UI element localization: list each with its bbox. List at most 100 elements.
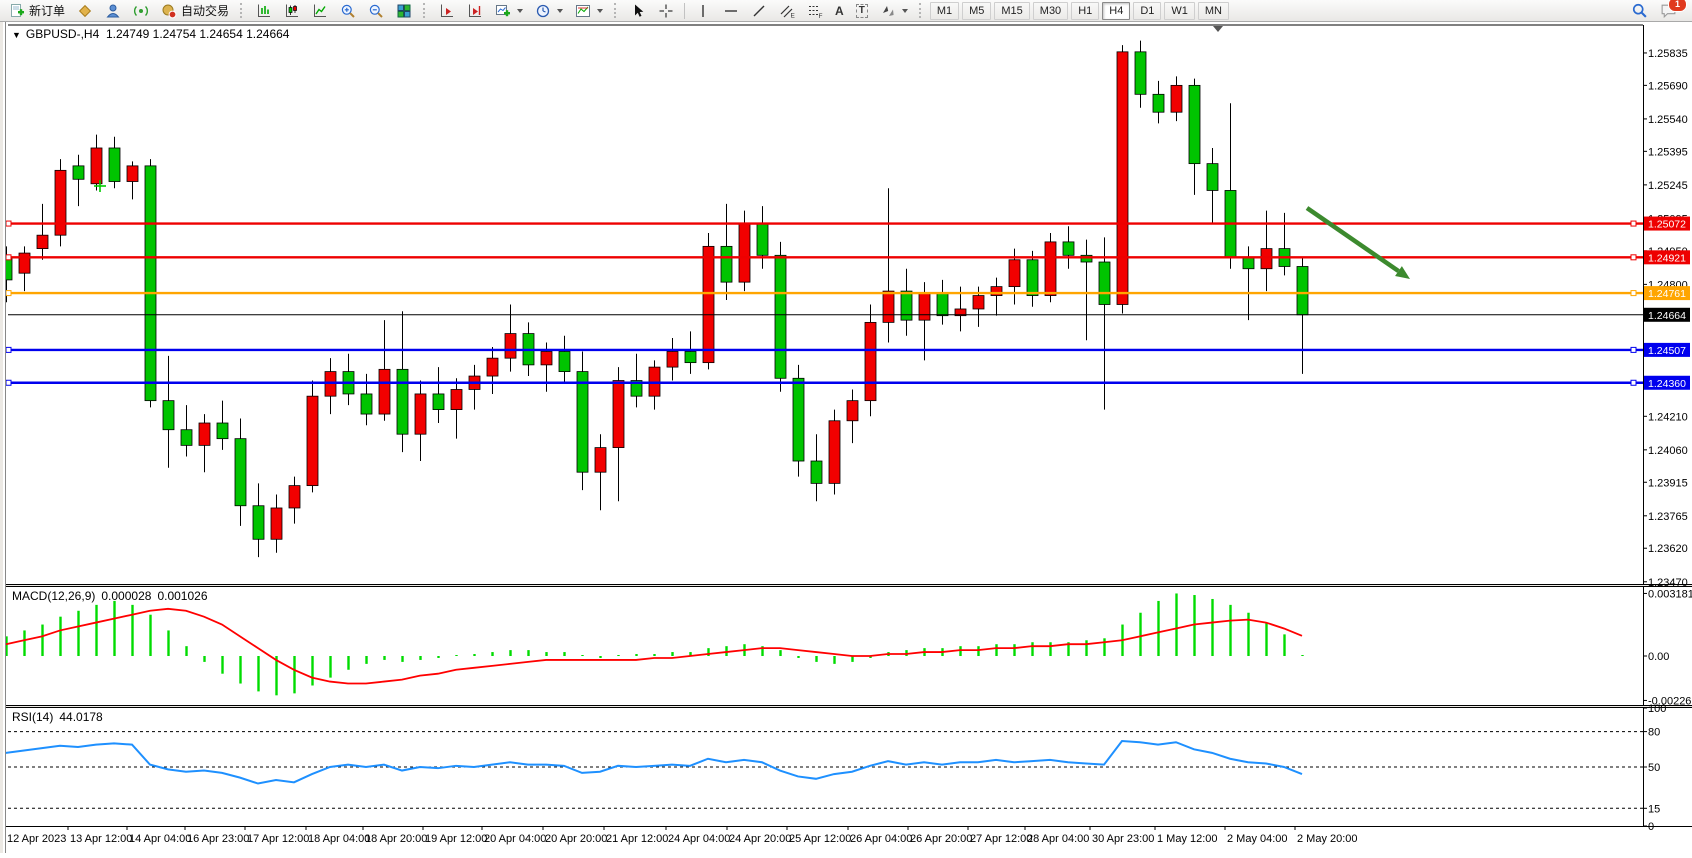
horizontal-line-tool[interactable] [718, 0, 744, 22]
toolbar-grip[interactable] [423, 3, 428, 18]
svg-text:E: E [791, 12, 796, 19]
tile-windows-button[interactable] [391, 0, 417, 22]
tab-timeframe-mn[interactable]: MN [1197, 1, 1229, 20]
time-axis-label: 26 Apr 20:00 [910, 833, 972, 845]
chevron-down-icon [517, 8, 524, 13]
chart-shift-marker[interactable] [1213, 26, 1223, 32]
svg-text:1.23470: 1.23470 [1648, 577, 1688, 589]
svg-text:80: 80 [1648, 727, 1660, 739]
crosshair-tool-button[interactable] [653, 0, 679, 22]
macd-signal-value: 0.001026 [157, 589, 208, 603]
tab-timeframe-m1[interactable]: M1 [929, 1, 960, 20]
svg-text:1.23765: 1.23765 [1648, 511, 1688, 523]
new-chart-dropdown[interactable] [490, 0, 528, 22]
line-chart-button[interactable] [307, 0, 333, 22]
toolbar-grip[interactable] [240, 3, 245, 18]
rsi-name: RSI(14) [12, 710, 54, 724]
autotrading-button[interactable]: 自动交易 [156, 0, 234, 22]
clock-icon [536, 4, 550, 17]
time-axis-label: 18 Apr 20:00 [365, 833, 427, 845]
price-tag [1644, 250, 1690, 265]
new-order-icon [11, 3, 24, 17]
zoom-out-icon [369, 4, 383, 18]
toolbar-grip[interactable] [614, 3, 619, 18]
autoscroll-button[interactable] [434, 0, 460, 22]
price-tag [1644, 375, 1690, 390]
search-button[interactable] [1626, 0, 1653, 22]
fibonacci-tool[interactable]: F [802, 0, 828, 22]
tab-timeframe-m30[interactable]: M30 [1032, 1, 1069, 20]
profiles-dropdown[interactable] [530, 0, 568, 22]
pane-separator[interactable] [0, 705, 1692, 708]
time-axis-label: 13 Apr 12:00 [70, 833, 132, 845]
candlestick-chart-button[interactable] [279, 0, 305, 22]
tab-timeframe-d1[interactable]: D1 [1133, 1, 1162, 20]
bar-chart-button[interactable] [251, 0, 277, 22]
time-axis-label: 2 May 20:00 [1297, 833, 1358, 845]
notification-badge: 1 [1668, 0, 1687, 12]
svg-text:1.24921: 1.24921 [1648, 252, 1686, 264]
autotrading-label: 自动交易 [181, 4, 230, 18]
autotrading-icon [162, 4, 177, 18]
candlestick-series[interactable] [0, 40, 1309, 558]
macd-name: MACD(12,26,9) [12, 589, 96, 603]
text-label-tool[interactable]: T [851, 0, 873, 22]
svg-text:50: 50 [1648, 762, 1660, 774]
toolbar-grip[interactable] [918, 3, 924, 18]
time-axis-label: 24 Apr 20:00 [729, 833, 791, 845]
equidistant-channel-tool[interactable]: E [774, 0, 800, 22]
svg-text:1.24060: 1.24060 [1648, 445, 1688, 457]
chart-ohlc-values: 1.24749 1.24754 1.24654 1.24664 [105, 27, 290, 41]
tab-timeframe-w1[interactable]: W1 [1164, 1, 1195, 20]
tab-timeframe-m15[interactable]: M15 [994, 1, 1030, 20]
svg-text:1.24360: 1.24360 [1648, 378, 1686, 390]
tab-timeframe-h4[interactable]: H4 [1102, 1, 1131, 20]
time-axis-label: 1 May 12:00 [1157, 833, 1218, 845]
svg-text:-0.00226: -0.00226 [1648, 695, 1691, 707]
time-axis-label: 2 May 04:00 [1227, 833, 1288, 845]
tab-timeframe-h1[interactable]: H1 [1071, 1, 1100, 20]
arrows-dropdown[interactable] [875, 0, 913, 22]
time-axis-label: 25 Apr 12:00 [789, 833, 851, 845]
time-axis-label: 30 Apr 23:00 [1092, 833, 1154, 845]
svg-text:0.00: 0.00 [1648, 651, 1669, 663]
arrow-objects-icon [882, 5, 894, 16]
pane-separator[interactable] [0, 584, 1692, 587]
time-axis-label: 14 Apr 04:00 [129, 833, 191, 845]
notifications-button[interactable]: 1 [1655, 0, 1687, 22]
trendline-tool[interactable] [746, 0, 772, 22]
tab-timeframe-m5[interactable]: M5 [962, 1, 992, 20]
rsi-line [0, 740, 1303, 785]
vertical-line-tool[interactable] [690, 0, 716, 22]
time-axis-label: 24 Apr 04:00 [668, 833, 730, 845]
chart-title[interactable]: ▼ GBPUSD-,H4 1.24749 1.24754 1.24654 1.24… [12, 27, 289, 41]
trend-arrow-annotation[interactable] [1305, 206, 1400, 273]
cursor-icon [635, 4, 644, 17]
market-button[interactable] [100, 0, 126, 22]
svg-text:1.24664: 1.24664 [1648, 310, 1686, 322]
price-tag [1644, 216, 1690, 231]
cursor-tool-button[interactable] [625, 0, 651, 22]
zoom-out-button[interactable] [363, 0, 389, 22]
tile-windows-icon [397, 4, 411, 17]
chart-canvas[interactable]: 1.25835 1.25690 1.25540 1.25395 1.25245 1.250… [0, 22, 1692, 853]
time-axis-label: 21 Apr 12:00 [606, 833, 668, 845]
time-axis-label: 17 Apr 12:00 [247, 833, 309, 845]
text-tool[interactable]: A [830, 0, 849, 22]
time-axis-label: 16 Apr 23:00 [187, 833, 249, 845]
signals-button[interactable] [128, 0, 154, 22]
chart-shift-button[interactable] [462, 0, 488, 22]
search-icon [1632, 3, 1647, 18]
chart-window: 1.25835 1.25690 1.25540 1.25395 1.25245 1.250… [0, 22, 1692, 853]
price-tag [1644, 342, 1690, 357]
trend-arrow-head [1395, 266, 1410, 279]
metaeditor-button[interactable] [72, 0, 98, 22]
templates-dropdown[interactable] [570, 0, 608, 22]
window-edge-gutter[interactable] [0, 22, 6, 853]
svg-text:100: 100 [1648, 703, 1666, 715]
chevron-down-icon: ▼ [12, 30, 21, 40]
zoom-in-button[interactable] [335, 0, 361, 22]
new-order-button[interactable]: 新订单 [4, 0, 70, 22]
price-tag [1644, 307, 1690, 322]
